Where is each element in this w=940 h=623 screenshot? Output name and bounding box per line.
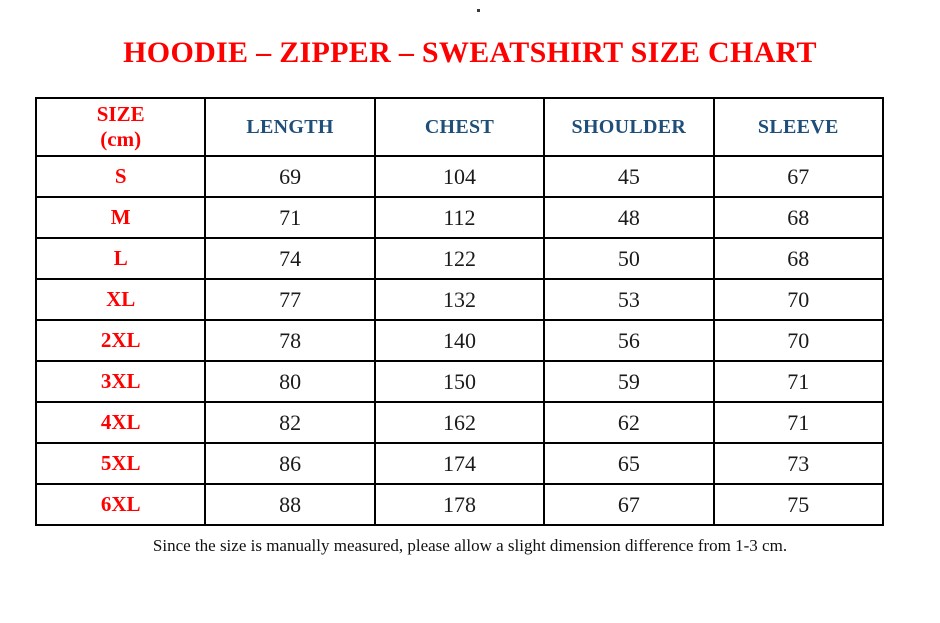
- chest-cell: 174: [373, 442, 546, 485]
- table-row: 4XL 82 162 62 71: [34, 401, 885, 444]
- table-row: 3XL 80 150 59 71: [34, 360, 885, 403]
- chest-cell: 104: [373, 155, 546, 198]
- length-cell: 80: [204, 360, 376, 403]
- sleeve-cell: 68: [712, 237, 885, 280]
- shoulder-cell: 67: [543, 483, 715, 526]
- chest-cell: 140: [373, 319, 546, 362]
- length-cell: 82: [204, 401, 376, 444]
- length-cell: 78: [204, 319, 376, 362]
- length-cell: 74: [204, 237, 376, 280]
- size-cell: 3XL: [34, 360, 207, 403]
- size-cell: M: [34, 196, 207, 239]
- sleeve-cell: 71: [712, 401, 885, 444]
- shoulder-cell: 50: [543, 237, 715, 280]
- sleeve-cell: 75: [712, 483, 885, 526]
- column-header-length: LENGTH: [204, 97, 376, 157]
- table-header: SIZE (cm) LENGTH CHEST SHOULDER SLEEVE: [34, 97, 885, 157]
- table-body: S 69 104 45 67 M 71 112 48 68 L 74 122 5…: [34, 155, 885, 526]
- chest-cell: 122: [373, 237, 546, 280]
- size-cell: L: [34, 237, 207, 280]
- table-row: 6XL 88 178 67 75: [34, 483, 885, 526]
- header-row: SIZE (cm) LENGTH CHEST SHOULDER SLEEVE: [34, 97, 885, 157]
- size-cell: S: [34, 155, 207, 198]
- table-row: 2XL 78 140 56 70: [34, 319, 885, 362]
- sleeve-cell: 70: [712, 319, 885, 362]
- sleeve-cell: 68: [712, 196, 885, 239]
- column-header-size: SIZE (cm): [34, 97, 207, 157]
- table-row: 5XL 86 174 65 73: [34, 442, 885, 485]
- sleeve-cell: 70: [712, 278, 885, 321]
- shoulder-cell: 65: [543, 442, 715, 485]
- chest-cell: 132: [373, 278, 546, 321]
- size-cell: 5XL: [34, 442, 207, 485]
- shoulder-cell: 62: [543, 401, 715, 444]
- column-header-sleeve: SLEEVE: [712, 97, 885, 157]
- length-cell: 69: [204, 155, 376, 198]
- size-chart-table: SIZE (cm) LENGTH CHEST SHOULDER SLEEVE S…: [34, 97, 885, 526]
- size-cell: 4XL: [34, 401, 207, 444]
- column-header-chest: CHEST: [373, 97, 546, 157]
- length-cell: 77: [204, 278, 376, 321]
- table-row: M 71 112 48 68: [34, 196, 885, 239]
- table-row: XL 77 132 53 70: [34, 278, 885, 321]
- shoulder-cell: 53: [543, 278, 715, 321]
- size-cell: XL: [34, 278, 207, 321]
- chest-cell: 162: [373, 401, 546, 444]
- size-header-line2: (cm): [100, 127, 142, 151]
- size-cell: 2XL: [34, 319, 207, 362]
- shoulder-cell: 45: [543, 155, 715, 198]
- measurement-disclaimer: Since the size is manually measured, ple…: [152, 536, 788, 555]
- stray-period-mark: [477, 9, 480, 12]
- table-row: S 69 104 45 67: [34, 155, 885, 198]
- shoulder-cell: 48: [543, 196, 715, 239]
- sleeve-cell: 71: [712, 360, 885, 403]
- sleeve-cell: 73: [712, 442, 885, 485]
- size-header-line1: SIZE: [96, 101, 145, 126]
- chest-cell: 178: [373, 483, 546, 526]
- table-row: L 74 122 50 68: [34, 237, 885, 280]
- page-title: HOODIE – ZIPPER – SWEATSHIRT SIZE CHART: [123, 36, 817, 69]
- size-cell: 6XL: [34, 483, 207, 526]
- sleeve-cell: 67: [712, 155, 885, 198]
- shoulder-cell: 56: [543, 319, 715, 362]
- length-cell: 86: [204, 442, 376, 485]
- length-cell: 71: [204, 196, 376, 239]
- length-cell: 88: [204, 483, 376, 526]
- chest-cell: 112: [373, 196, 546, 239]
- column-header-shoulder: SHOULDER: [543, 97, 715, 157]
- chest-cell: 150: [373, 360, 546, 403]
- shoulder-cell: 59: [543, 360, 715, 403]
